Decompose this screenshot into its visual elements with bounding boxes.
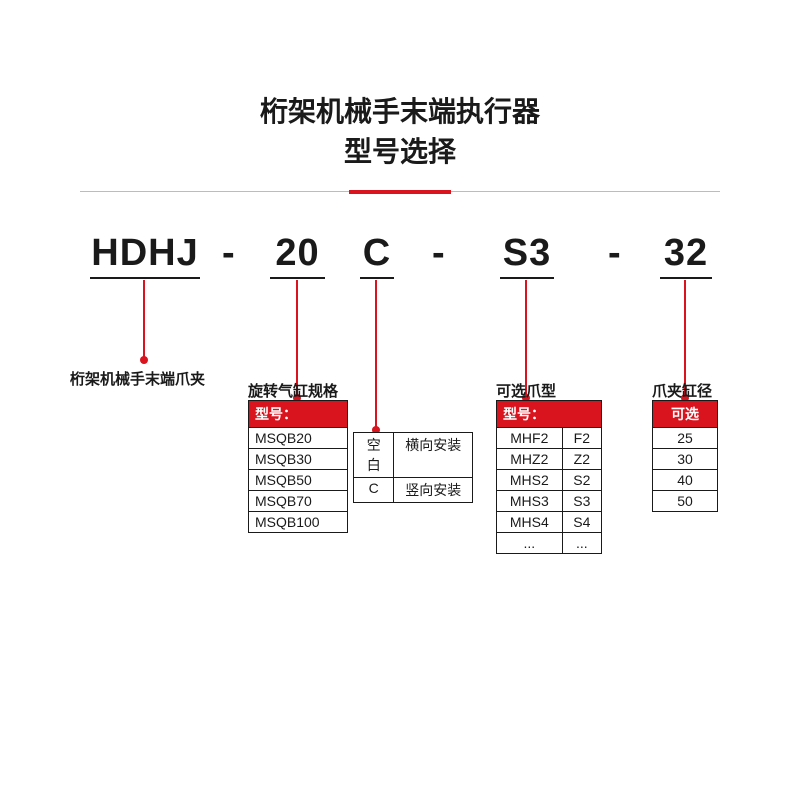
section-label-0: 桁架机械手末端爪夹 <box>70 368 205 389</box>
lead-line-2 <box>375 280 377 430</box>
bore-cell: 30 <box>653 448 717 469</box>
title-line-2: 型号选择 <box>0 130 800 170</box>
mount-cell: 竖向安装 <box>393 477 472 502</box>
mount-cell: C <box>354 477 393 502</box>
code-segment-0: HDHJ <box>90 232 200 279</box>
table-mount-orientation: 空白横向安装C竖向安装 <box>353 432 473 503</box>
claw-cell: S2 <box>562 469 601 490</box>
claw-cell: MHF2 <box>497 428 562 448</box>
bore-cell: 25 <box>653 428 717 448</box>
mount-cell: 空白 <box>354 433 393 477</box>
code-segment-2: C <box>360 232 394 279</box>
bore-cell: 40 <box>653 469 717 490</box>
claw-cell: MHS4 <box>497 511 562 532</box>
rotary-cell: MSQB100 <box>249 511 347 532</box>
rotary-cell: MSQB70 <box>249 490 347 511</box>
code-segment-3: S3 <box>500 232 554 279</box>
code-segment-1: 20 <box>270 232 325 279</box>
table-claw-type: 型号： MHF2F2MHZ2Z2MHS2S2MHS3S3MHS4S4...... <box>496 400 602 554</box>
claw-cell: MHS3 <box>497 490 562 511</box>
rotary-cell: MSQB30 <box>249 448 347 469</box>
mount-cell: 横向安装 <box>393 433 472 477</box>
title-line-1: 桁架机械手末端执行器 <box>0 90 800 130</box>
claw-cell: MHS2 <box>497 469 562 490</box>
lead-line-0 <box>143 280 145 360</box>
claw-cell: S3 <box>562 490 601 511</box>
table-bore: 可选 25304050 <box>652 400 718 512</box>
table-rotary-cylinder: 型号： MSQB20MSQB30MSQB50MSQB70MSQB100 <box>248 400 348 533</box>
table-rotary-header: 型号： <box>249 401 347 428</box>
bore-cell: 50 <box>653 490 717 511</box>
table-claw-header: 型号： <box>497 401 601 428</box>
code-dash-2: - <box>608 232 621 275</box>
claw-cell: S4 <box>562 511 601 532</box>
title-divider <box>80 190 720 194</box>
divider-red <box>349 190 451 194</box>
claw-cell: ... <box>497 532 562 553</box>
claw-cell: MHZ2 <box>497 448 562 469</box>
section-label-2: 可选爪型 <box>496 380 556 401</box>
claw-cell: Z2 <box>562 448 601 469</box>
claw-cell: ... <box>562 532 601 553</box>
section-label-3: 爪夹缸径 <box>652 380 712 401</box>
title: 桁架机械手末端执行器 型号选择 <box>0 90 800 170</box>
code-dash-1: - <box>432 232 445 275</box>
code-segment-4: 32 <box>660 232 712 279</box>
table-bore-header: 可选 <box>653 401 717 428</box>
section-label-1: 旋转气缸规格 <box>248 380 338 401</box>
rotary-cell: MSQB50 <box>249 469 347 490</box>
claw-cell: F2 <box>562 428 601 448</box>
code-dash-0: - <box>222 232 235 275</box>
lead-dot-0 <box>140 356 148 364</box>
rotary-cell: MSQB20 <box>249 428 347 448</box>
